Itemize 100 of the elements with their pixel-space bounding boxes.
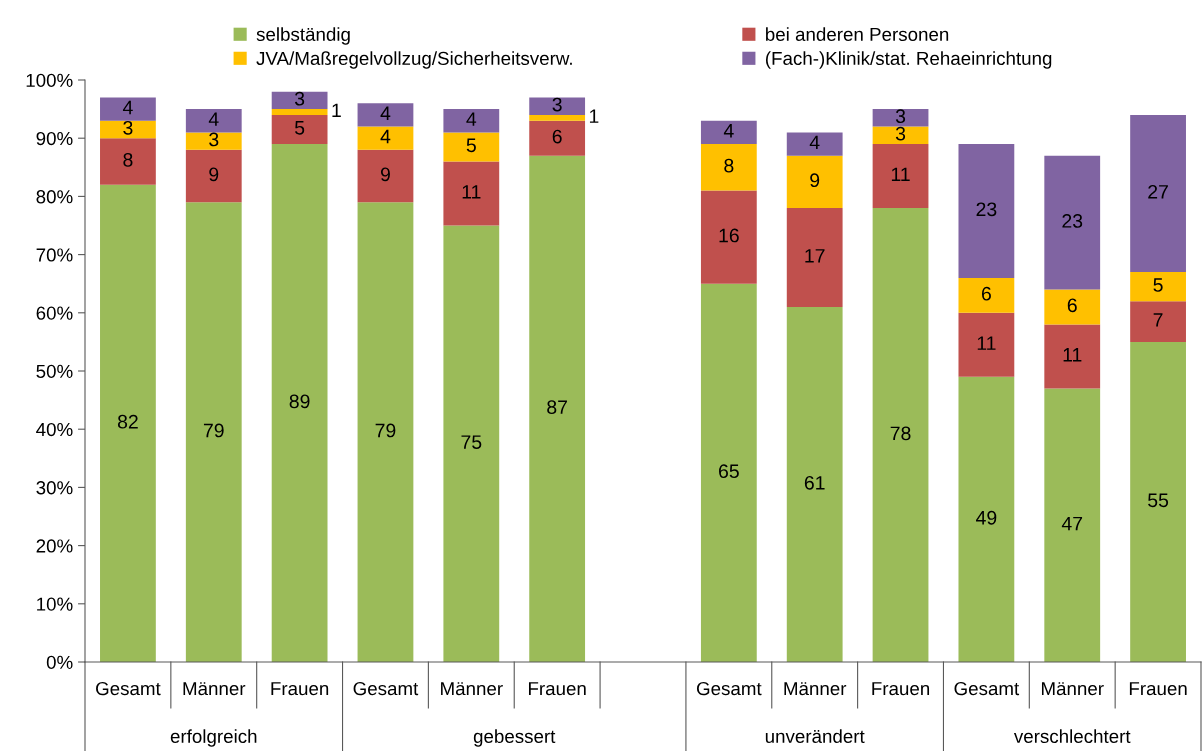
bar	[958, 312, 1015, 377]
data-label: 75	[461, 435, 482, 449]
data-label: 9	[810, 173, 820, 188]
data-label: 11	[977, 336, 996, 350]
data-label: 11	[1063, 348, 1082, 362]
data-label: 65	[719, 464, 739, 479]
data-label: 1	[332, 103, 341, 118]
y-tick-label: 10%	[37, 597, 73, 611]
data-label: 5	[466, 138, 476, 153]
data-label: 11	[891, 167, 910, 182]
bar	[1130, 272, 1186, 302]
x-tick-label: Männer	[784, 682, 847, 696]
x-tick-label: Gesamt	[954, 681, 1020, 696]
x-tick-label: Gesamt	[96, 681, 161, 696]
data-label: 55	[1148, 493, 1169, 508]
bar	[271, 91, 328, 110]
data-label: 3	[895, 109, 906, 124]
data-label: 8	[123, 152, 133, 167]
data-label: 5	[294, 121, 305, 135]
y-tick-label: 0%	[46, 655, 73, 669]
y-tick-label: 80%	[36, 190, 73, 204]
bar	[700, 283, 757, 662]
bar	[958, 277, 1015, 313]
x-tick-label: Gesamt	[353, 681, 419, 696]
data-label: 16	[719, 228, 739, 243]
bar	[271, 144, 328, 662]
bar	[1130, 114, 1186, 273]
bar	[958, 376, 1015, 662]
bar	[958, 144, 1015, 278]
data-label: 8	[724, 158, 734, 173]
bar	[100, 138, 156, 185]
text: unverändert	[765, 729, 865, 744]
bar	[443, 132, 500, 162]
x-tick-label: Gesamt	[696, 681, 762, 696]
y-tick-label: 100%	[26, 73, 73, 87]
bar	[786, 132, 843, 156]
data-label: 3	[123, 120, 133, 135]
bar	[100, 120, 156, 139]
bar	[529, 120, 586, 156]
data-label: 78	[890, 426, 911, 441]
bar	[443, 109, 500, 133]
data-label: 11	[462, 185, 481, 199]
data-label: 6	[981, 286, 991, 301]
bar	[1044, 324, 1101, 389]
data-label: 79	[203, 423, 224, 438]
bar	[786, 306, 843, 662]
legend-label: (Fach-)Klinik/stat. Rehaeinrichtung	[765, 51, 1052, 69]
data-label: 89	[289, 394, 310, 409]
data-label: 4	[809, 135, 820, 150]
data-label: 4	[208, 112, 219, 126]
bar	[700, 190, 757, 284]
text: erfolgreich	[170, 729, 257, 747]
data-label: 7	[1153, 313, 1163, 327]
bar	[357, 103, 414, 127]
data-label: 61	[804, 475, 825, 490]
data-label: 4	[380, 129, 391, 144]
bar	[1130, 301, 1186, 342]
data-label: 82	[117, 414, 138, 429]
data-label: 6	[552, 129, 562, 144]
bar	[872, 144, 929, 209]
x-tick-label: Frauen	[528, 682, 586, 696]
data-label: 4	[466, 112, 477, 126]
data-label: 4	[122, 100, 133, 115]
bar	[872, 109, 929, 127]
y-tick-label: 30%	[36, 481, 73, 495]
y-tick-label: 40%	[36, 422, 73, 437]
data-label: 3	[294, 91, 305, 106]
bar	[357, 202, 414, 662]
text: gebessert	[473, 729, 556, 747]
bar	[185, 109, 242, 133]
data-label: 23	[976, 202, 997, 217]
legend-label: JVA/Maßregelvollzug/Sicherheitsverw.	[256, 51, 572, 69]
data-label: 47	[1061, 516, 1083, 531]
bar	[700, 144, 757, 191]
data-label: 3	[895, 126, 906, 141]
bar	[357, 149, 414, 203]
data-label: 9	[209, 167, 219, 182]
data-label: 5	[1153, 278, 1163, 292]
data-label: 27	[1148, 184, 1168, 199]
data-label: 87	[547, 400, 567, 415]
bar	[100, 97, 156, 121]
bar	[443, 161, 500, 226]
bar	[872, 126, 929, 145]
y-tick-label: 90%	[36, 131, 73, 146]
x-tick-label: Männer	[1041, 682, 1104, 696]
bar	[786, 155, 843, 209]
bar	[529, 97, 586, 115]
text: verschlechtert	[1013, 729, 1131, 744]
bar	[1130, 341, 1186, 662]
data-label: 79	[375, 423, 396, 438]
data-label: 4	[723, 124, 734, 138]
data-label: 3	[552, 97, 562, 112]
data-label: 23	[1062, 214, 1083, 228]
bar	[443, 225, 500, 662]
bar	[1044, 289, 1101, 325]
y-tick-label: 60%	[36, 306, 73, 320]
data-label: 17	[805, 249, 825, 263]
bar	[1044, 155, 1101, 290]
bar	[529, 114, 586, 121]
bar	[357, 126, 414, 150]
